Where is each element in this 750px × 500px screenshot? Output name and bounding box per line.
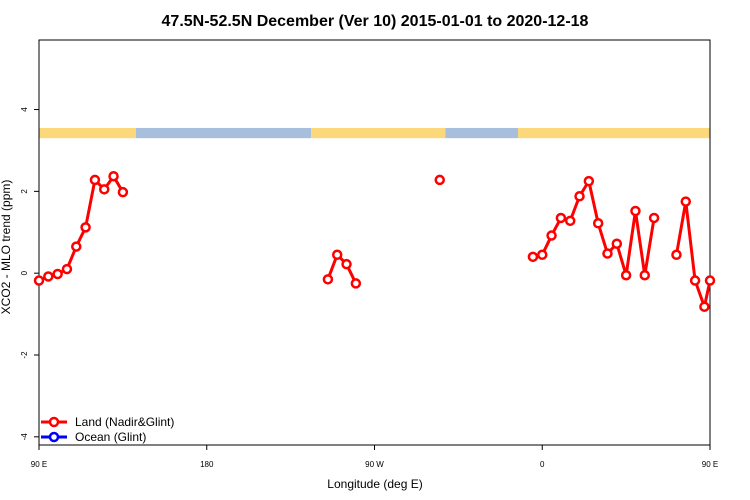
data-point — [704, 275, 716, 286]
data-point — [648, 212, 660, 224]
strip-segment-ocean — [445, 127, 519, 139]
data-point — [434, 174, 445, 186]
data-point — [630, 205, 641, 217]
data-point — [592, 218, 604, 229]
land-ocean-strip — [39, 127, 710, 139]
series-line — [532, 179, 656, 277]
data-point — [546, 230, 557, 241]
data-point — [80, 222, 91, 233]
x-axis: 90 E 180 90 W 0 90 E — [31, 445, 718, 469]
y-tick-label: 4 — [20, 107, 29, 112]
data-point — [537, 249, 548, 261]
chart-title: 47.5N-52.5N December (Ver 10) 2015-01-01… — [162, 13, 589, 30]
legend-label-ocean: Ocean (Glint) — [75, 430, 146, 444]
data-point — [331, 249, 343, 261]
y-axis: -4 -2 0 2 4 — [20, 107, 39, 441]
data-point — [602, 248, 613, 259]
legend-label-land: Land (Nadir&Glint) — [75, 415, 174, 429]
strip-segment-ocean — [135, 127, 312, 139]
data-point — [620, 269, 632, 281]
data-point — [699, 301, 710, 312]
data-point — [341, 258, 352, 270]
strip-segment-land — [39, 127, 136, 139]
data-point — [671, 249, 682, 261]
data-point — [680, 196, 692, 207]
data-point — [43, 271, 54, 282]
x-tick-label: 90 E — [702, 460, 718, 469]
strip-segment-land — [518, 127, 710, 139]
x-tick-label: 90 W — [365, 460, 384, 469]
data-point — [98, 184, 110, 195]
data-point — [322, 274, 334, 285]
x-tick-label: 90 E — [31, 460, 47, 469]
data-point — [108, 170, 119, 182]
x-tick-label: 180 — [200, 460, 214, 469]
data-point — [117, 186, 129, 198]
data-point — [61, 263, 73, 275]
data-point — [89, 174, 101, 186]
y-axis-label: XCO2 - MLO trend (ppm) — [0, 180, 13, 315]
plot-frame — [38, 39, 711, 446]
data-point — [583, 175, 595, 187]
data-point — [33, 275, 45, 286]
y-tick-label: -4 — [20, 433, 29, 441]
x-axis-label: Longitude (deg E) — [327, 477, 422, 491]
data-point — [574, 191, 585, 202]
data-point — [564, 215, 576, 227]
legend-marker-land — [48, 416, 60, 428]
series-land — [33, 170, 716, 312]
legend-marker-ocean — [48, 431, 60, 443]
data-point — [555, 212, 567, 224]
data-point — [611, 238, 623, 249]
y-tick-label: 2 — [20, 189, 29, 194]
data-point — [527, 251, 539, 263]
x-tick-label: 0 — [540, 460, 545, 469]
data-point — [52, 268, 63, 280]
series-line — [326, 253, 358, 285]
data-point — [689, 275, 701, 286]
y-tick-label: -2 — [20, 351, 29, 359]
strip-segment-land — [311, 127, 446, 139]
data-point — [71, 241, 82, 252]
legend: Land (Nadir&Glint) Ocean (Glint) — [41, 415, 174, 444]
data-point — [639, 269, 651, 281]
y-tick-label: 0 — [20, 270, 29, 275]
data-point — [350, 278, 362, 289]
